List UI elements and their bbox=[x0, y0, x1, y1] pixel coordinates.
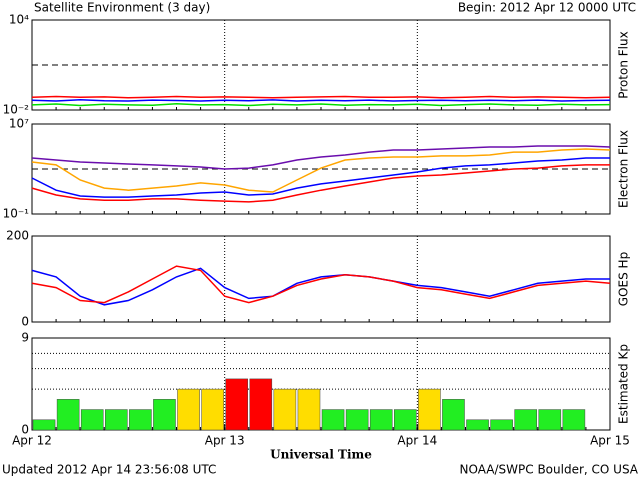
bar bbox=[153, 399, 176, 431]
y-tick-label: 10⁻¹ bbox=[3, 207, 30, 221]
series-line bbox=[31, 164, 610, 203]
bar bbox=[249, 378, 273, 431]
bar bbox=[105, 409, 128, 431]
bar bbox=[129, 409, 152, 431]
x-tick-label: Apr 12 bbox=[12, 434, 52, 448]
bar bbox=[538, 409, 562, 431]
series-line bbox=[31, 265, 611, 304]
series-line bbox=[31, 103, 611, 107]
bar bbox=[80, 409, 104, 431]
bar bbox=[32, 419, 56, 431]
updated: Updated 2012 Apr 14 23:56:08 UTC bbox=[2, 463, 216, 477]
series-line bbox=[31, 157, 610, 198]
series-line bbox=[31, 148, 611, 193]
bar bbox=[345, 409, 369, 431]
bar bbox=[490, 419, 513, 431]
x-tick-label: Apr 14 bbox=[397, 434, 437, 448]
title: Satellite Environment (3 day) bbox=[34, 1, 210, 15]
series-line bbox=[31, 267, 610, 306]
bar bbox=[273, 388, 297, 431]
bar bbox=[466, 419, 489, 431]
x-axis-label: Universal Time bbox=[270, 448, 372, 462]
bar bbox=[562, 409, 586, 431]
bar bbox=[321, 409, 345, 431]
x-tick-label: Apr 13 bbox=[205, 434, 245, 448]
credit: NOAA/SWPC Boulder, CO USA bbox=[460, 463, 639, 477]
bar bbox=[177, 388, 200, 431]
y-axis-label: Proton Flux bbox=[617, 31, 631, 98]
y-tick-label: 0 bbox=[21, 423, 29, 437]
series-line bbox=[31, 99, 611, 102]
y-tick-label: 0 bbox=[21, 315, 29, 329]
series-line bbox=[31, 145, 611, 170]
y-tick-label: 9 bbox=[21, 331, 29, 345]
bar bbox=[369, 409, 393, 431]
y-tick-label: 10⁷ bbox=[9, 117, 29, 131]
series-line bbox=[31, 95, 611, 99]
begin-time: Begin: 2012 Apr 12 0000 UTC bbox=[458, 1, 636, 15]
y-axis-label: Electron Flux bbox=[617, 130, 631, 208]
bar bbox=[418, 388, 441, 431]
bar bbox=[394, 409, 417, 431]
bar bbox=[201, 388, 224, 431]
y-tick-label: 10⁻² bbox=[3, 103, 30, 117]
y-tick-label: 200 bbox=[6, 229, 29, 243]
bar bbox=[56, 399, 80, 431]
bar bbox=[225, 378, 249, 431]
bar bbox=[442, 399, 465, 431]
y-axis-label: GOES Hp bbox=[617, 252, 631, 306]
y-tick-label: 10⁴ bbox=[9, 13, 29, 27]
bar bbox=[297, 388, 321, 431]
y-axis-label: Estimated Kp bbox=[617, 344, 631, 424]
x-tick-label: Apr 15 bbox=[590, 434, 630, 448]
bar bbox=[514, 409, 538, 431]
